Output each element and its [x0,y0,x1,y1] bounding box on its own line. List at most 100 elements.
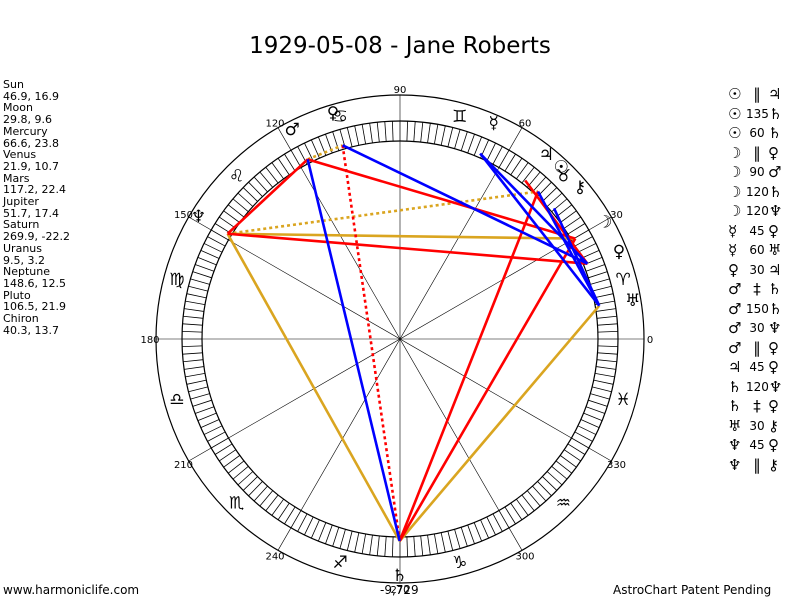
aspect-planet-1: ♄ [728,377,742,396]
aspect-row: ☽ 120 ♆ [728,202,800,222]
degree-tick [227,204,245,218]
degree-tick [259,490,274,507]
degree-tick [190,393,210,400]
degree-tick [253,176,268,193]
degree-tick [504,153,516,172]
degree-tick [521,494,535,512]
degree-tick [346,127,353,147]
degree-label: 330 [607,460,626,471]
degree-tick [413,536,416,557]
planet-values: 117.2, 22.4 [3,183,66,197]
degree-tick [369,123,373,143]
aspect-line [227,190,539,236]
degree-tick [596,359,617,363]
aspect-type: 150 [746,301,769,316]
degree-tick [354,125,360,146]
planet-glyphs: ☉ ☽ ☿ ♀ ♂ ♃ ♄ ♅ ♆ ♀ ⚷ [191,104,640,586]
planet-name: Neptune [3,265,51,279]
degree-tick [492,513,503,532]
degree-tick [361,124,367,145]
degree-labels: 0 30 60 90 120 150 180 210 240 270 300 330 [140,85,653,596]
degree-tick [227,460,245,474]
degree-tick [253,485,268,502]
degree-tick [310,139,320,159]
aspect-row: ☉ 60 ♄ [728,124,800,144]
zodiac-sign-glyph: ♌ [229,167,244,187]
aspect-row: ♆ ‖ ⚷ [728,456,800,476]
degree-tick [597,345,618,348]
degree-tick [592,285,612,292]
aspect-row: ♅ 30 ⚷ [728,417,800,437]
degree-tick [596,315,617,319]
zodiac-sign-glyph: ♓ [616,390,631,410]
degree-tick [546,471,563,486]
aspect-row: ☉ 135 ♄ [728,105,800,125]
degree-tick [467,134,475,154]
aspect-type: 30 [749,321,765,335]
degree-tick [406,121,409,142]
degree-tick [197,256,217,266]
degree-tick [433,533,439,554]
aspect-planet-2: ♃ [768,85,782,103]
degree-tick [183,315,204,319]
aspect-planet-1: ♆ [728,455,742,474]
aspect-planet-2: ♀ [768,397,779,415]
degree-tick [498,150,510,168]
footer-value: -9,729 [380,583,419,597]
degree-tick [195,264,215,272]
planet-name: Mars [3,171,30,185]
aspect-list: ☉ ‖ ♃ ☉ 135 ♄ ☉ 60 ♄ ☽ ‖ ♀ ☽ 90 ♂ ☽ 120 ♄ ☽ 120 ♆ ☿ 45 ♀ ☿ 60 ♅ ♀ 30… [728,85,800,475]
degree-label: 240 [265,552,284,563]
degree-tick [574,431,593,442]
degree-tick [551,465,568,480]
degree-tick [186,293,207,299]
planet-name: Mercury [3,124,48,138]
degree-tick [593,379,614,385]
site-link[interactable]: www.harmoniclife.com [3,583,140,597]
sign-division [188,447,212,462]
zodiac-sign-glyph: ♋ [333,107,348,127]
degree-tick [492,146,503,165]
aspect-type: ‖ [753,338,761,357]
degree-tick [460,527,468,547]
degree-tick [192,271,212,279]
venus-glyph: ♀ [613,242,625,262]
degree-tick [504,506,516,525]
degree-tick [521,166,535,184]
sun-glyph: ☉ [554,158,569,178]
planet-values: 40.3, 13.7 [3,323,59,337]
aspect-planet-1: ☉ [728,104,742,123]
degree-tick [526,490,541,507]
degree-tick [594,372,615,378]
aspect-line [552,207,601,307]
aspect-planet-1: ♄ [728,397,742,415]
sign-division [508,527,523,551]
aspect-planet-2: ♂ [768,163,782,181]
degree-label: 180 [140,335,159,346]
aspect-planet-1: ♂ [728,280,742,298]
degree-tick [325,524,333,544]
aspect-row: ☽ 90 ♂ [728,163,800,183]
degree-tick [219,216,237,229]
aspect-planet-2: ♆ [768,319,782,337]
degree-tick [277,158,290,176]
aspect-planet-2: ⚷ [768,455,779,474]
degree-tick [447,531,454,551]
aspect-row: ♄ 120 ♆ [728,378,800,398]
planet-name: Jupiter [3,195,39,209]
aspect-row: ☉ ‖ ♃ [728,85,800,105]
degree-tick [223,455,241,468]
degree-tick [185,300,206,306]
degree-tick [361,533,367,554]
degree-tick [200,419,220,429]
aspect-type: 45 [749,360,765,374]
zodiac-signs: ♈ ♉ ♊ ♋ ♌ ♍ ♎ ♏ ♐ ♑ ♒ ♓ [169,107,631,573]
sign-division [508,127,523,151]
degree-tick [346,531,353,551]
degree-tick [537,481,552,497]
aspect-line [227,232,576,240]
degree-tick [597,352,618,355]
degree-tick [585,264,605,272]
aspect-line [342,144,588,265]
degree-tick [580,419,600,429]
